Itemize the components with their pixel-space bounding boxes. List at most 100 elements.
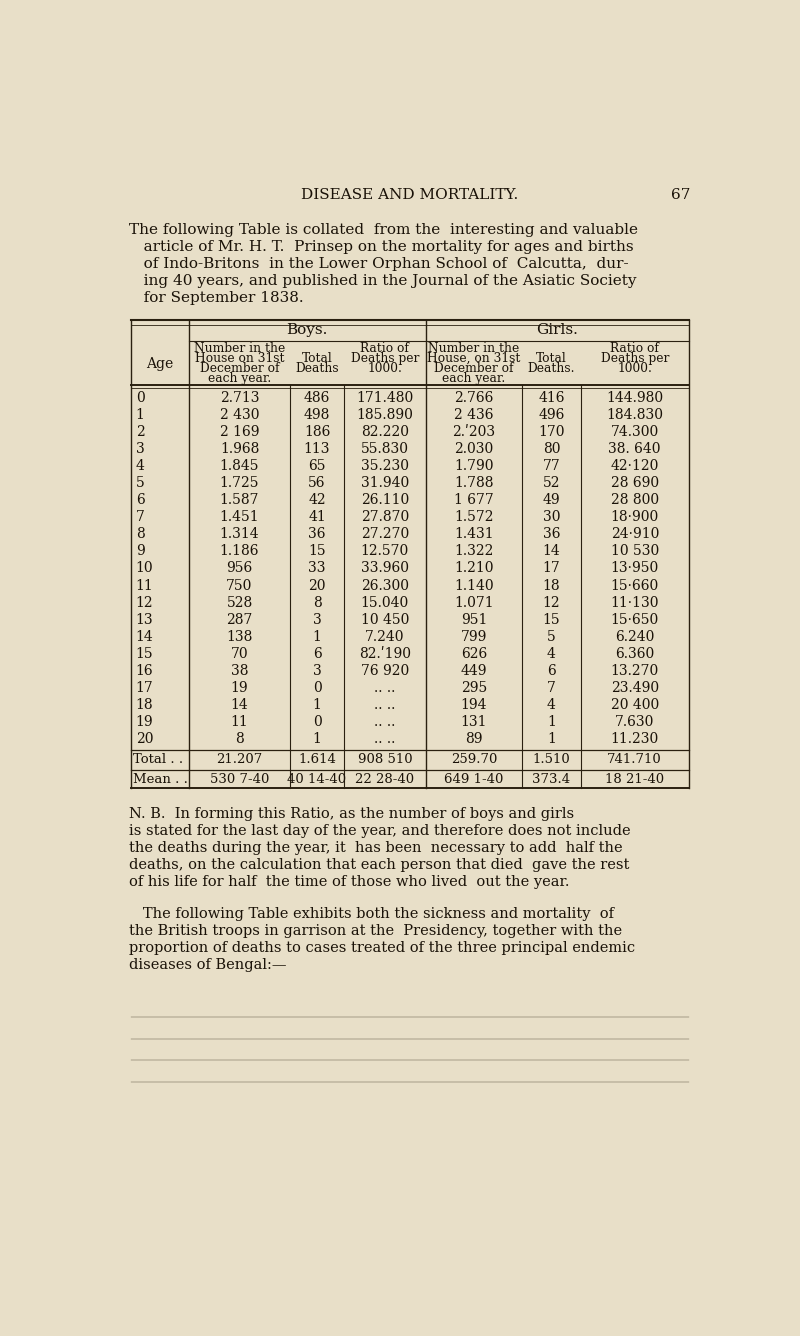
Text: 20 400: 20 400 xyxy=(610,699,659,712)
Text: .. ..: .. .. xyxy=(374,681,395,695)
Text: 131: 131 xyxy=(461,715,487,729)
Text: the deaths during the year, it  has been  necessary to add  half the: the deaths during the year, it has been … xyxy=(130,840,623,855)
Text: 31.940: 31.940 xyxy=(361,476,409,490)
Text: Total: Total xyxy=(302,353,332,365)
Text: 11.230: 11.230 xyxy=(610,732,659,747)
Text: 373.4: 373.4 xyxy=(532,772,570,786)
Text: 498: 498 xyxy=(304,407,330,422)
Text: The following Table is collated  from the  interesting and valuable: The following Table is collated from the… xyxy=(130,223,638,238)
Text: 6: 6 xyxy=(547,664,556,679)
Text: 30: 30 xyxy=(542,510,560,524)
Text: 3: 3 xyxy=(313,664,322,679)
Text: 26.110: 26.110 xyxy=(361,493,409,508)
Text: 5: 5 xyxy=(136,476,145,490)
Text: The following Table exhibits both the sickness and mortality  of: The following Table exhibits both the si… xyxy=(130,907,614,921)
Text: DISEASE AND MORTALITY.: DISEASE AND MORTALITY. xyxy=(302,188,518,202)
Text: 2 430: 2 430 xyxy=(220,407,259,422)
Text: 70: 70 xyxy=(230,647,248,661)
Text: 8: 8 xyxy=(136,528,145,541)
Text: 2.030: 2.030 xyxy=(454,442,494,456)
Text: 76 920: 76 920 xyxy=(361,664,409,679)
Text: proportion of deaths to cases treated of the three principal endemic: proportion of deaths to cases treated of… xyxy=(130,941,635,955)
Text: 7: 7 xyxy=(136,510,145,524)
Text: 0: 0 xyxy=(313,681,322,695)
Text: 49: 49 xyxy=(542,493,560,508)
Text: each year.: each year. xyxy=(208,371,271,385)
Text: 2: 2 xyxy=(136,425,145,438)
Text: Deaths per: Deaths per xyxy=(601,353,669,365)
Text: 15·650: 15·650 xyxy=(610,613,659,627)
Text: 171.480: 171.480 xyxy=(356,390,414,405)
Text: 28 690: 28 690 xyxy=(610,476,659,490)
Text: 4: 4 xyxy=(547,699,556,712)
Text: December of: December of xyxy=(200,362,279,375)
Text: 1.431: 1.431 xyxy=(454,528,494,541)
Text: House on 31st: House on 31st xyxy=(194,353,284,365)
Text: Total . .: Total . . xyxy=(134,754,183,767)
Text: 2 169: 2 169 xyxy=(220,425,259,438)
Text: 15: 15 xyxy=(308,544,326,558)
Text: 89: 89 xyxy=(465,732,482,747)
Text: 295: 295 xyxy=(461,681,487,695)
Text: 4: 4 xyxy=(547,647,556,661)
Text: 22 28-40: 22 28-40 xyxy=(355,772,414,786)
Text: 2.766: 2.766 xyxy=(454,390,494,405)
Text: 18·900: 18·900 xyxy=(610,510,659,524)
Text: 11: 11 xyxy=(136,578,154,593)
Text: 12: 12 xyxy=(136,596,154,609)
Text: 1.071: 1.071 xyxy=(454,596,494,609)
Text: 11·130: 11·130 xyxy=(610,596,659,609)
Text: 67: 67 xyxy=(671,188,690,202)
Text: .. ..: .. .. xyxy=(374,732,395,747)
Text: 8: 8 xyxy=(313,596,322,609)
Text: 13·950: 13·950 xyxy=(610,561,659,576)
Text: of Indo-Britons  in the Lower Orphan School of  Calcutta,  dur-: of Indo-Britons in the Lower Orphan Scho… xyxy=(130,258,629,271)
Text: 7.240: 7.240 xyxy=(365,629,405,644)
Text: 1.572: 1.572 xyxy=(454,510,494,524)
Text: deaths, on the calculation that each person that died  gave the rest: deaths, on the calculation that each per… xyxy=(130,858,630,871)
Text: 7: 7 xyxy=(547,681,556,695)
Text: 259.70: 259.70 xyxy=(450,754,497,767)
Text: 15: 15 xyxy=(136,647,154,661)
Text: each year.: each year. xyxy=(442,371,506,385)
Text: 36: 36 xyxy=(308,528,326,541)
Text: 40 14-40: 40 14-40 xyxy=(287,772,346,786)
Text: 1000.: 1000. xyxy=(367,362,402,375)
Text: 170: 170 xyxy=(538,425,565,438)
Text: Ratio of: Ratio of xyxy=(610,342,659,355)
Text: Total: Total xyxy=(536,353,567,365)
Text: 528: 528 xyxy=(226,596,253,609)
Text: Number in the: Number in the xyxy=(428,342,519,355)
Text: 1: 1 xyxy=(313,629,322,644)
Text: 5: 5 xyxy=(547,629,556,644)
Text: 27.870: 27.870 xyxy=(361,510,409,524)
Text: 82.220: 82.220 xyxy=(361,425,409,438)
Text: 530 7-40: 530 7-40 xyxy=(210,772,269,786)
Text: 486: 486 xyxy=(304,390,330,405)
Text: 9: 9 xyxy=(136,544,145,558)
Text: Girls.: Girls. xyxy=(536,323,578,337)
Text: 144.980: 144.980 xyxy=(606,390,663,405)
Text: 1.790: 1.790 xyxy=(454,460,494,473)
Text: 27.270: 27.270 xyxy=(361,528,409,541)
Text: 1.314: 1.314 xyxy=(220,528,259,541)
Text: 10: 10 xyxy=(136,561,154,576)
Text: 1.322: 1.322 xyxy=(454,544,494,558)
Text: 10 530: 10 530 xyxy=(610,544,659,558)
Text: 7.630: 7.630 xyxy=(615,715,654,729)
Text: diseases of Bengal:—: diseases of Bengal:— xyxy=(130,958,287,971)
Text: 2.ʹ203: 2.ʹ203 xyxy=(452,425,495,438)
Text: 19: 19 xyxy=(136,715,154,729)
Text: the British troops in garrison at the  Presidency, together with the: the British troops in garrison at the Pr… xyxy=(130,925,622,938)
Text: 956: 956 xyxy=(226,561,253,576)
Text: 799: 799 xyxy=(461,629,487,644)
Text: 1: 1 xyxy=(313,699,322,712)
Text: 15: 15 xyxy=(542,613,560,627)
Text: 74.300: 74.300 xyxy=(610,425,659,438)
Text: 626: 626 xyxy=(461,647,487,661)
Text: 15·660: 15·660 xyxy=(610,578,659,593)
Text: 416: 416 xyxy=(538,390,565,405)
Text: 18 21-40: 18 21-40 xyxy=(605,772,664,786)
Text: 1.788: 1.788 xyxy=(454,476,494,490)
Text: 1: 1 xyxy=(547,732,556,747)
